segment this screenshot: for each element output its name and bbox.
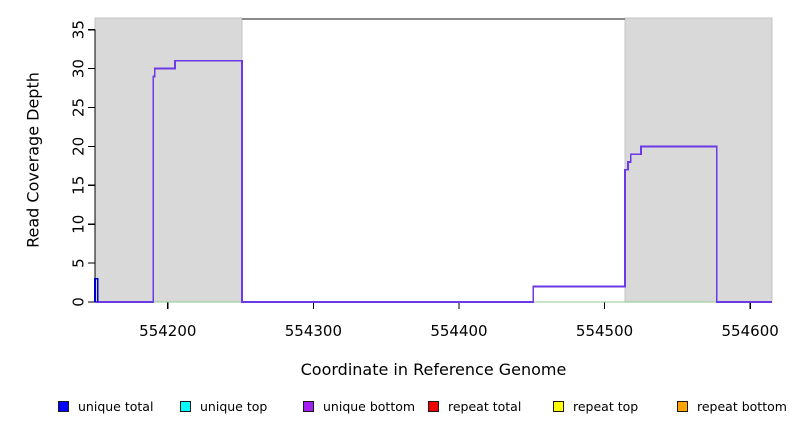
y-tick-label: 15 (70, 176, 88, 195)
y-axis-title: Read Coverage Depth (23, 72, 43, 248)
legend-label: repeat total (448, 398, 522, 414)
legend-label: unique bottom (323, 398, 416, 414)
left-repeat-region (94, 17, 243, 303)
legend-swatch-repeat-total (428, 400, 439, 412)
y-tick-label: 0 (70, 297, 88, 307)
legend-label: unique top (200, 398, 268, 414)
coverage-chart: 0 5 10 15 20 25 30 35 554200 554300 554400 554500 55… (70, 17, 779, 340)
x-tick-label: 554600 (722, 322, 779, 340)
x-tick-label: 554300 (285, 322, 342, 340)
y-tick-label: 25 (70, 98, 88, 117)
series-unique-bottom (95, 59, 772, 303)
legend: unique total unique top unique bottom repea… (0, 397, 792, 419)
y-tick-label: 20 (70, 137, 88, 156)
legend-swatch-unique-top (180, 400, 191, 412)
legend-label: repeat bottom (697, 398, 787, 414)
legend-item-repeat-top: repeat top (553, 397, 638, 415)
x-axis-title: Coordinate in Reference Genome (300, 360, 567, 379)
y-tick-label: 5 (70, 258, 88, 268)
legend-swatch-repeat-bottom (677, 400, 688, 412)
x-tick-label: 554500 (576, 322, 633, 340)
legend-item-unique-total: unique total (58, 397, 153, 415)
series-unique-total-spike (94, 277, 99, 302)
right-repeat-region (624, 17, 773, 303)
legend-label: unique total (78, 398, 154, 414)
legend-item-unique-bottom: unique bottom (303, 397, 415, 415)
legend-item-repeat-total: repeat total (428, 397, 521, 415)
legend-item-repeat-bottom: repeat bottom (677, 397, 787, 415)
y-tick-label: 35 (70, 20, 88, 39)
x-tick-label: 554200 (139, 322, 196, 340)
legend-swatch-repeat-top (553, 400, 564, 412)
y-tick-label: 30 (70, 59, 88, 78)
legend-item-unique-top: unique top (180, 397, 267, 415)
y-tick-label: 10 (70, 215, 88, 234)
legend-label: repeat top (573, 398, 639, 414)
legend-swatch-unique-total (58, 400, 69, 412)
x-tick-label: 554400 (430, 322, 487, 340)
legend-swatch-unique-bottom (303, 400, 314, 412)
